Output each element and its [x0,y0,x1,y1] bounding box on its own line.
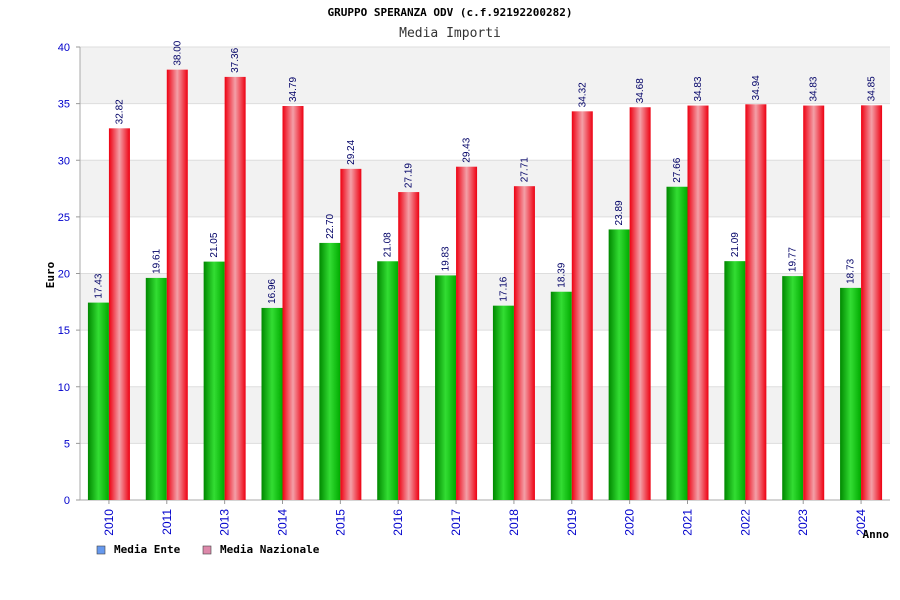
y-tick-label: 25 [58,212,70,224]
bar-media-nazionale-2017 [456,166,478,500]
bar-media-nazionale-2013 [224,76,246,500]
chart-subtitle: Media Importi [399,26,501,41]
bar-media-nazionale-2024 [861,105,883,500]
bar-media-ente-2024 [840,287,862,500]
bar-media-nazionale-2019 [571,111,593,501]
x-tick-label-2017: 2017 [449,509,463,536]
y-tick-label: 5 [64,438,70,450]
data-label-media-nazionale-2015: 29.24 [346,139,357,164]
bar-media-ente-2022 [724,261,746,500]
bar-media-ente-2017 [435,275,457,500]
chart-title: GRUPPO SPERANZA ODV (c.f.92192200282) [327,6,572,19]
data-label-media-ente-2015: 22.70 [325,213,336,238]
bar-media-nazionale-2010 [108,128,130,500]
data-label-media-ente-2022: 21.09 [730,232,741,257]
data-label-media-ente-2017: 19.83 [441,246,452,271]
data-label-media-nazionale-2023: 34.83 [809,76,820,101]
data-label-media-ente-2018: 17.16 [498,276,509,301]
bar-media-nazionale-2015 [340,168,362,500]
bar-media-ente-2019 [550,291,572,500]
data-label-media-nazionale-2020: 34.68 [635,78,646,103]
bar-media-ente-2015 [319,242,341,501]
x-tick-label-2024: 2024 [854,509,868,536]
bar-media-nazionale-2023 [803,105,825,501]
x-tick-label-2016: 2016 [391,509,405,536]
y-tick-label: 35 [58,99,70,111]
y-tick-label: 30 [58,155,70,167]
data-labels-group: 17.43 32.82 19.61 38.00 21.05 37.36 16.96 34.79… [93,40,877,304]
x-tick-label-2020: 2020 [623,509,637,536]
bar-media-nazionale-2022 [745,104,767,500]
data-label-media-nazionale-2014: 34.79 [288,77,299,102]
bar-media-nazionale-2011 [166,69,188,501]
data-label-media-nazionale-2010: 32.82 [114,99,125,124]
y-tick-label: 20 [58,269,70,281]
data-label-media-nazionale-2021: 34.83 [693,76,704,101]
x-tick-label-2014: 2014 [276,509,290,536]
x-tick-label-2015: 2015 [333,509,347,536]
x-tick-label-2022: 2022 [738,509,752,536]
data-label-media-nazionale-2016: 27.19 [404,163,415,188]
x-tick-label-2018: 2018 [507,509,521,536]
legend-swatch-media-ente [96,545,106,555]
data-label-media-nazionale-2022: 34.94 [751,75,762,100]
y-axis-ticks: 0 5 10 15 20 25 30 35 40 [58,42,80,507]
legend: Media Ente Media Nazionale [96,543,320,556]
bar-media-ente-2011 [145,277,167,500]
y-tick-label: 15 [58,325,70,337]
data-label-media-nazionale-2019: 34.32 [577,82,588,107]
x-tick-label-2023: 2023 [796,509,810,536]
bar-media-ente-2016 [377,261,399,500]
bar-media-ente-2013 [203,261,225,500]
x-tick-label-2011: 2011 [160,509,174,535]
data-label-media-ente-2011: 19.61 [151,248,162,273]
data-label-media-ente-2023: 19.77 [788,247,799,272]
grid-band [80,160,890,217]
bar-media-ente-2014 [261,307,283,500]
legend-label-media-nazionale: Media Nazionale [220,543,320,556]
x-tick-label-2013: 2013 [218,509,232,536]
data-label-media-ente-2014: 16.96 [267,278,278,303]
grid-band [80,273,890,331]
data-label-media-ente-2016: 21.08 [383,232,394,257]
legend-label-media-ente: Media Ente [114,543,181,556]
bars-group [87,69,883,501]
y-tick-label: 0 [64,495,70,507]
data-label-media-nazionale-2017: 29.43 [462,137,473,162]
data-label-media-nazionale-2024: 34.85 [867,76,878,101]
bar-media-ente-2021 [666,186,688,501]
y-tick-label: 10 [58,382,70,394]
grid-band [80,47,890,104]
bar-media-ente-2023 [782,276,804,500]
y-axis-label: Euro [44,261,57,288]
data-label-media-ente-2024: 18.73 [846,258,857,283]
data-label-media-ente-2013: 21.05 [209,232,220,257]
data-label-media-nazionale-2011: 38.00 [172,40,183,65]
data-label-media-nazionale-2018: 27.71 [519,157,530,182]
bar-media-nazionale-2021 [687,105,709,501]
data-label-media-ente-2019: 18.39 [556,262,567,287]
bar-media-nazionale-2018 [513,186,535,500]
bar-media-nazionale-2020 [629,107,651,501]
data-label-media-ente-2021: 27.66 [672,157,683,182]
bar-media-ente-2010 [87,302,109,500]
bar-media-nazionale-2014 [282,106,304,501]
bar-media-ente-2020 [608,229,630,501]
legend-swatch-media-nazionale [202,545,212,555]
x-tick-label-2019: 2019 [565,509,579,536]
x-axis-ticks: 2010 2011 2013 2014 2015 2016 2017 2018 2019 2020… [102,500,868,536]
data-label-media-nazionale-2013: 37.36 [230,47,241,72]
data-label-media-ente-2020: 23.89 [614,200,625,225]
x-tick-label-2010: 2010 [102,509,116,536]
bar-media-ente-2018 [492,305,514,500]
x-tick-label-2021: 2021 [681,509,695,536]
data-label-media-ente-2010: 17.43 [93,273,104,298]
y-tick-label: 40 [58,42,70,54]
grid-band [80,386,890,444]
x-axis-label: Anno [863,528,890,541]
bar-media-nazionale-2016 [398,192,420,501]
